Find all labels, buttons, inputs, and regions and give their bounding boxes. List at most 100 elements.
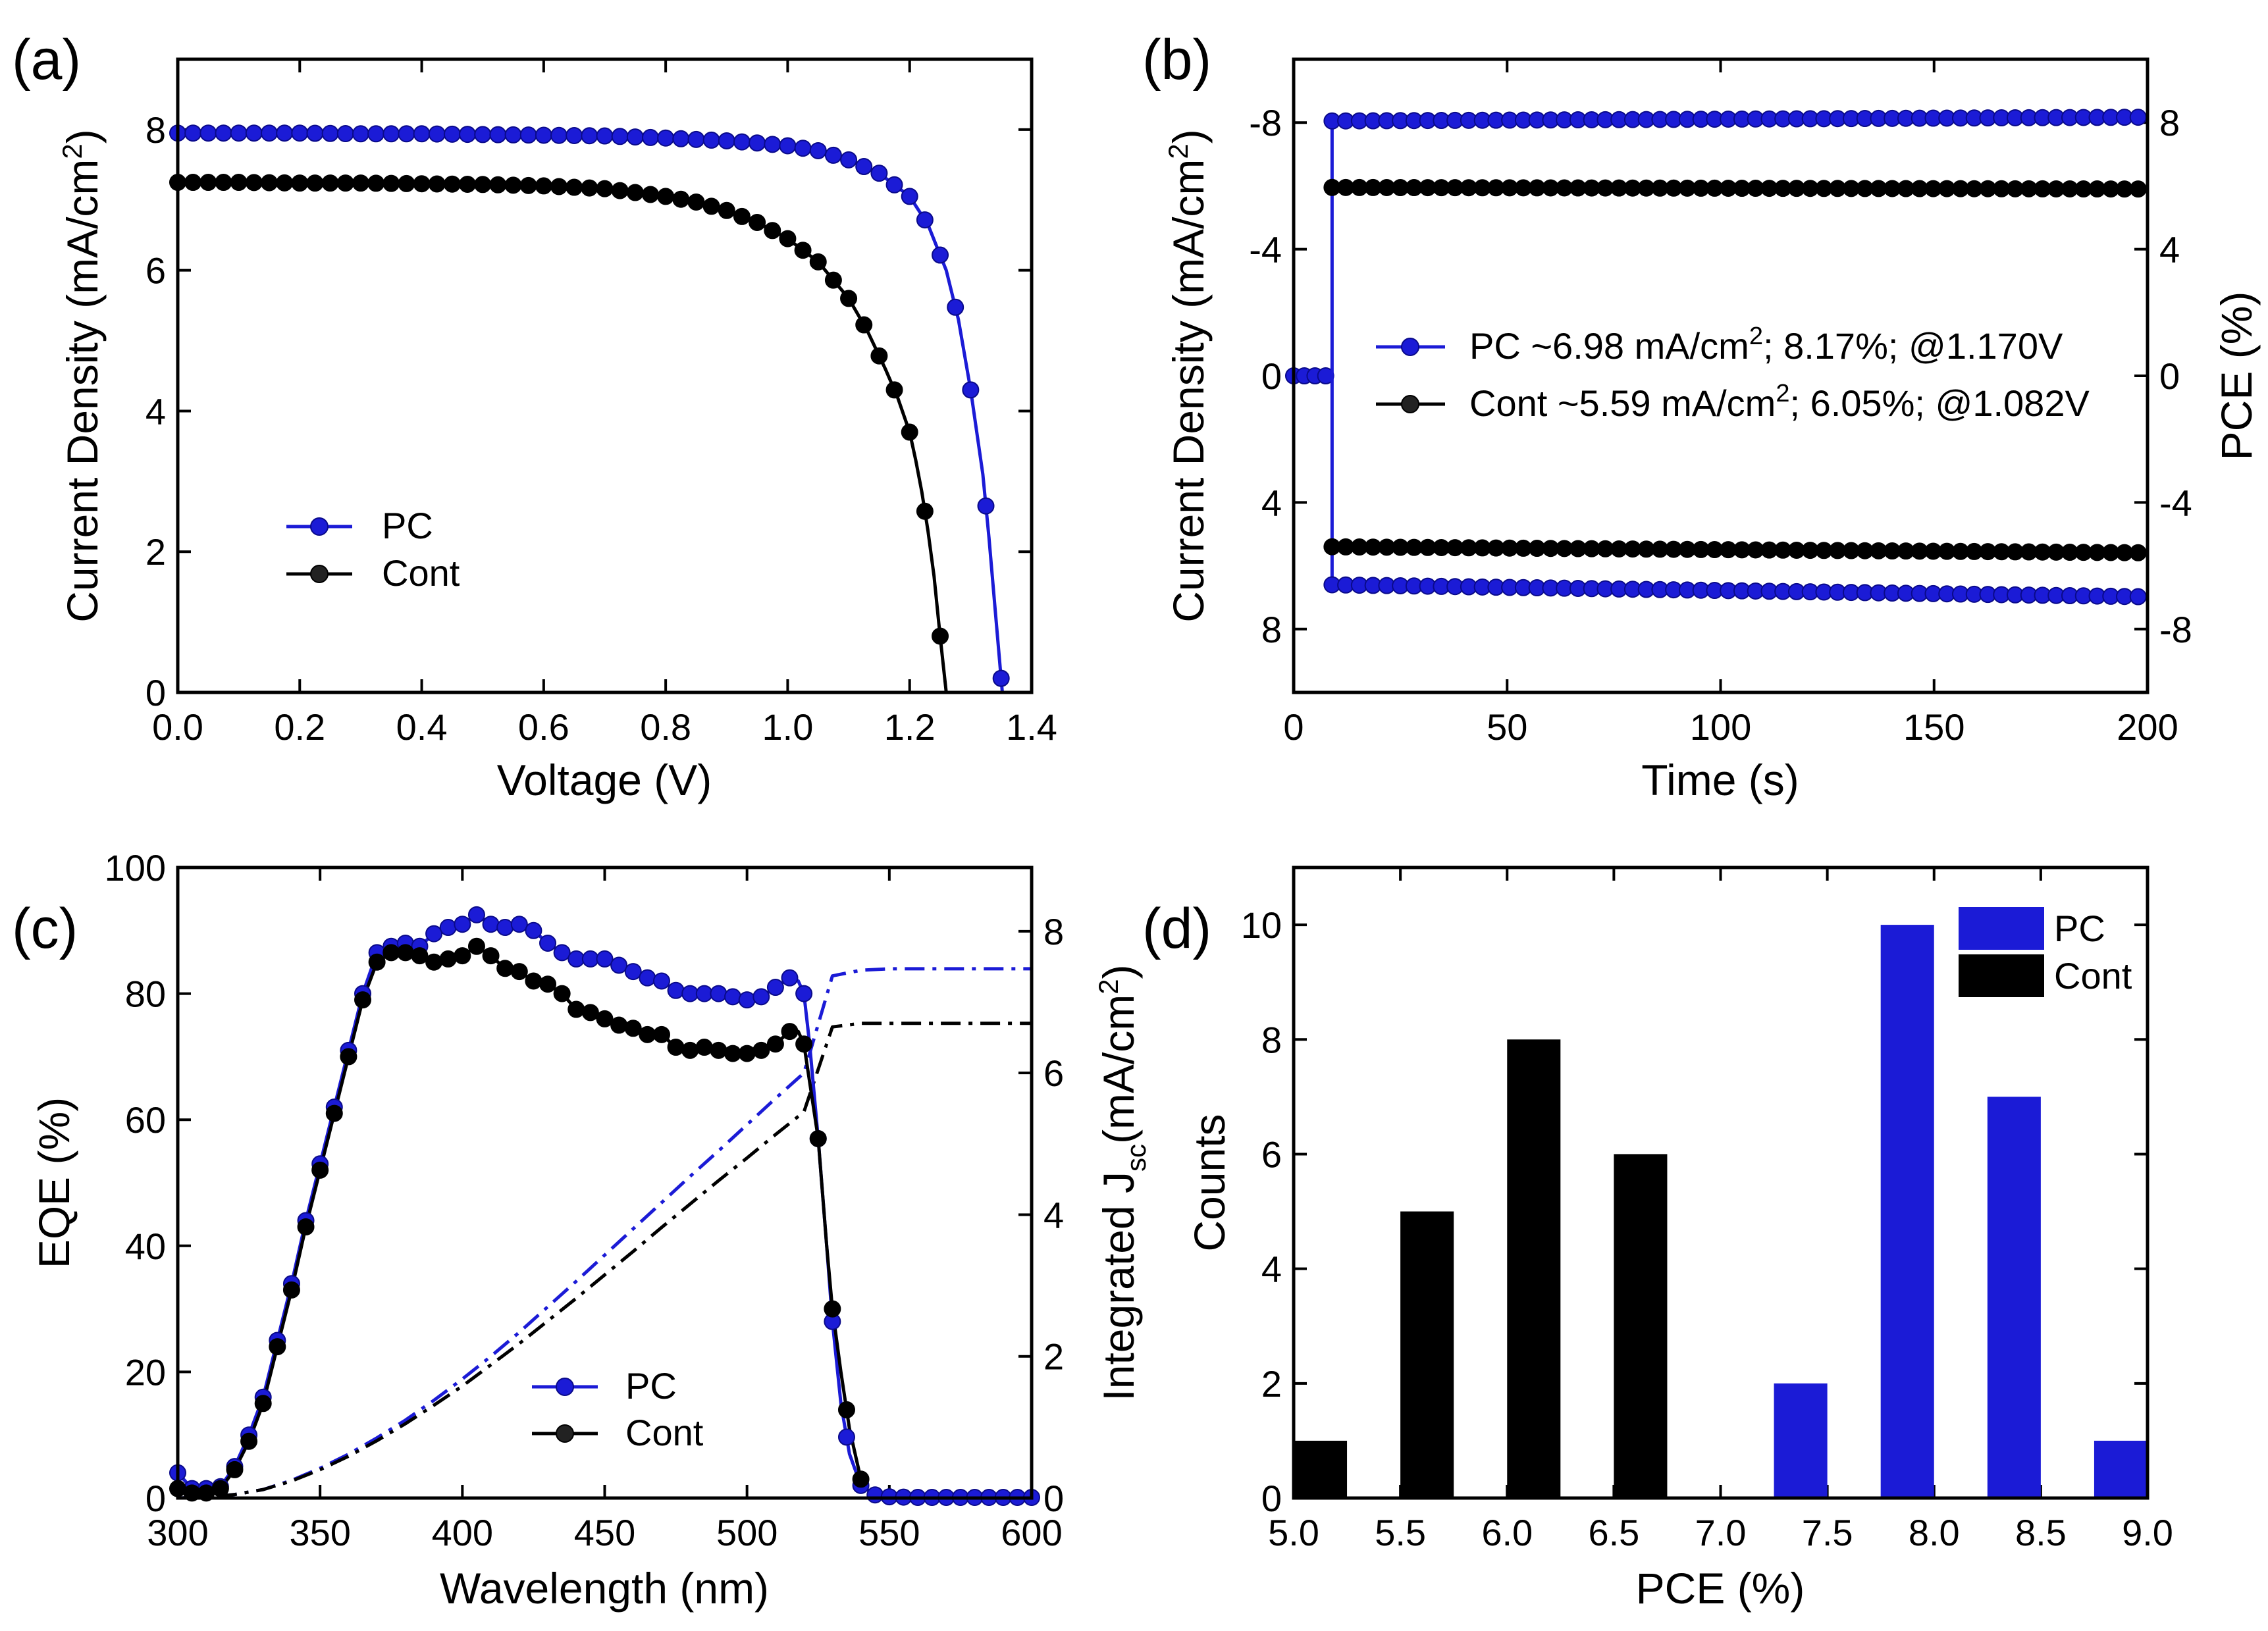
panel-a-series-pc-marker [702,131,720,149]
panel-a-frame [176,57,1034,694]
panel-d-legend-cont-swatch [1959,954,2044,997]
panel-c-series-cont-eqe-marker [809,1129,827,1147]
panel-b-series-pc-pce-marker [2129,109,2147,126]
panel-c-series-pc-eqe-marker [781,969,799,987]
panel-a-y-tick-label-0: 0 [145,672,166,713]
panel-b-legend-pc-marker [1401,338,1419,356]
panel-a-series-pc-marker [916,211,934,229]
panel-c-series-cont-eqe-marker [325,1104,343,1122]
panel-a-series-cont-marker [626,184,644,201]
panel-d-bar-cont-3 [1614,1154,1668,1498]
panel-b-y-tick-label-2: 0 [1261,355,1282,397]
panel-b-series-cont-pce-marker [2129,180,2147,198]
panel-b-x-tick-label-4: 200 [2117,706,2178,748]
panel-a-series-pc-marker [215,124,232,142]
panel-c-series-cont-eqe-marker [382,944,400,962]
panel-a-series-cont-marker [413,175,431,193]
panel-b-right-tick-label-2: 0 [2159,355,2180,397]
panel-b-legend-cont-tail: ; 6.05%; @1.082V [1789,382,2090,424]
panel-c-series-cont-eqe-marker [567,1000,585,1018]
panel-c-legend-cont-label: Cont [625,1412,704,1453]
panel-a-x-tick-label-4: 0.8 [640,706,691,748]
panel-c-legend: PC Cont [532,1365,704,1453]
panel-a-x-tick-label-2: 0.4 [396,706,448,748]
panel-b-y-axis-label-tail: ) [1164,129,1213,143]
panel-a-series-pc-marker [977,497,995,515]
panel-c-series-cont-eqe-marker [624,1020,642,1037]
panel-a-series-pc-marker [809,142,827,159]
panel-c-series-pc-eqe-marker [482,916,500,933]
panel-b-legend: PC ~6.98 mA/cm2; 8.17%; @1.170V Cont ~5.… [1376,323,2090,424]
panel-c-series-cont-eqe-marker [368,953,386,971]
panel-a-legend-cont-label: Cont [382,552,460,594]
panel-a-y-tick-label-3: 6 [145,250,166,292]
panel-c-series-cont-eqe-marker [652,1025,670,1043]
panel-c-right-tick-label-1: 2 [1043,1336,1064,1378]
panel-a-series-pc-marker [382,125,400,143]
panel-c-series-cont-eqe-marker [396,944,414,962]
panel-c-series-cont-eqe-marker [510,963,528,981]
panel-c-series-cont-eqe-marker [525,972,542,990]
panel-c-series-cont-eqe-marker [439,950,457,968]
panel-d-x-tick-label-3: 6.5 [1588,1512,1639,1553]
panel-a-series-cont-marker [215,174,232,192]
panel-a-series-pc-marker [398,125,415,143]
panel-c-series-cont-eqe-marker [311,1161,329,1179]
panel-a-series-pc-marker [260,124,278,142]
panel-a-series-pc-marker [779,137,797,155]
panel-a-series-cont-marker [459,175,477,193]
panel-c-series-cont-eqe-marker [681,1041,699,1059]
panel-c-series-cont-eqe-marker [297,1218,315,1236]
panel-c-series-pc-eqe-marker [837,1428,855,1446]
panel-a-series-cont-marker [855,316,873,334]
panel-a-series-cont-marker [367,174,385,192]
panel-d-legend: PC Cont [1959,907,2132,997]
panel-a-series-cont-marker [519,176,537,194]
panel-c-series-cont-eqe-marker [738,1045,756,1062]
panel-a-series-cont-marker [535,177,552,195]
panel-a-series-pc [178,131,1004,693]
panel-a-series-pc-marker [641,128,659,146]
panel-d-bar-pc-3 [2094,1440,2148,1498]
panel-a-series-pc-marker [687,130,705,148]
panel-a-series-cont-marker [443,175,461,193]
panel-c-series-cont-eqe-marker [354,991,372,1009]
panel-c-series-pc-eqe-marker [710,985,727,1002]
panel-d-plot-area: 5.0 5.5 6.0 6.5 7.0 7.5 8.0 8.5 9.0 0 2 4 6 8 10 [1241,867,2173,1553]
panel-a-series-pc-marker [626,128,644,146]
panel-b-right-tick-label-3: -4 [2159,482,2192,523]
panel-a-series-cont-marker [276,174,294,192]
panel-a-series-pc-marker [901,188,918,205]
panel-a-series-cont-marker [291,174,309,192]
panel-a-plot-area: 0.0 0.2 0.4 0.6 0.8 1.0 1.2 1.4 0 2 4 6 8 [145,59,1057,748]
panel-a-y-axis-label: Current Density (mA/cm2) [57,129,107,622]
panel-b-y-axis-label-sup: 2 [1163,143,1194,159]
panel-a-series-pc-marker [718,132,735,149]
panel-c-right-tick-label-2: 4 [1043,1194,1064,1235]
panel-c-right-axis-label: Integrated Jsc(mA/cm2) [1093,964,1151,1401]
panel-c-series-cont-eqe-marker [254,1395,272,1412]
panel-c-series-cont-eqe-marker [340,1048,357,1066]
panel-a-legend-pc-marker [310,517,329,536]
panel-a-series-cont-marker [550,178,568,195]
panel-a-y-tick-label-4: 8 [145,109,166,151]
panel-c-series-cont-integrated [177,1022,1032,1500]
panel-a-letter: (a) [12,28,81,91]
panel-c-series-cont-eqe-marker [639,1025,656,1043]
panel-d-x-tick-label-2: 6.0 [1481,1512,1533,1553]
panel-d-x-tick-label-0: 5.0 [1268,1512,1319,1553]
panel-b-right-tick-label-4: -8 [2159,609,2192,650]
panel-c-series-cont-eqe-marker [553,985,571,1002]
panel-b-legend-pc-sup: 2 [1749,323,1763,350]
panel-c-series-cont-eqe-marker [795,1035,813,1053]
panel-a-x-tick-label-0: 0.0 [152,706,203,748]
panel-c-x-tick-label-1: 350 [289,1512,350,1553]
panel-a-series-pc-marker [962,381,980,399]
panel-c-right-axis-label-end: ) [1094,964,1143,979]
panel-c-series-pc-eqe-marker [539,934,557,952]
panel-b-right-axis-label: PCE (%) [2212,292,2261,461]
panel-a-series-pc-marker [443,125,461,143]
panel-c-y-tick-label-0: 0 [145,1478,166,1519]
panel-d-legend-cont-label: Cont [2054,955,2132,997]
panel-d-legend-pc-label: PC [2054,908,2105,949]
